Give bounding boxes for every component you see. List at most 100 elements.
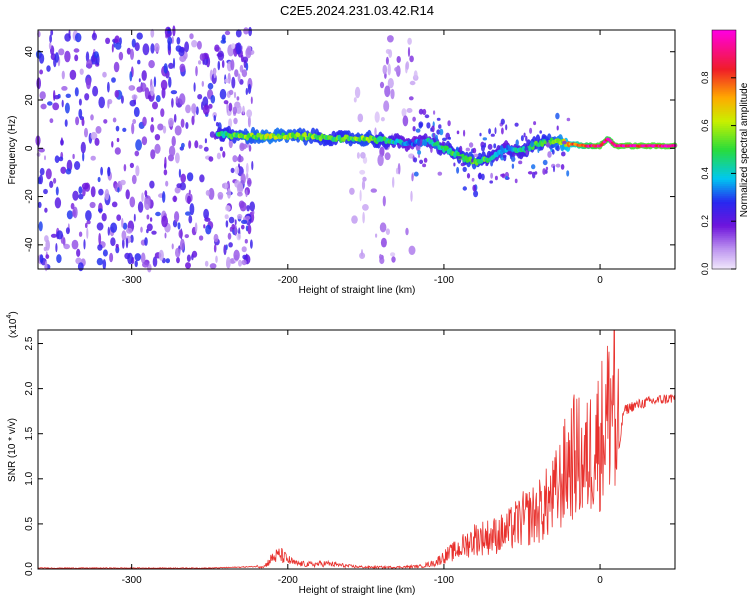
colorbar-tick-label: 0.2 [700, 215, 710, 228]
ridge-sidelobe [545, 142, 551, 148]
noise-speckle [36, 77, 41, 90]
ridge-sidelobe [555, 112, 560, 120]
ridge-sidelobe [462, 186, 467, 191]
noise-speckle [54, 52, 60, 63]
noise-speckle [245, 87, 248, 96]
noise-speckle [172, 25, 176, 37]
noise-speckle [91, 32, 97, 41]
noise-speckle [361, 180, 366, 190]
colorbar-step [712, 237, 736, 240]
colorbar-step [712, 131, 736, 135]
ridge-sidelobe [468, 142, 474, 148]
noise-speckle [115, 245, 120, 254]
colorbar-step [712, 233, 736, 236]
noise-speckle [175, 96, 179, 104]
noise-speckle [195, 106, 199, 115]
ridge-sidelobe [494, 175, 498, 181]
noise-speckle [396, 56, 401, 63]
noise-speckle [202, 96, 209, 107]
colorbar-step [712, 165, 736, 169]
noise-speckle [109, 252, 114, 263]
noise-speckle [375, 233, 378, 238]
noise-speckle [241, 246, 247, 253]
noise-speckle [203, 208, 210, 220]
noise-speckle [380, 117, 385, 122]
noise-speckle [117, 187, 120, 193]
noise-speckle [241, 259, 247, 266]
noise-speckle [61, 86, 68, 91]
ridge-sidelobe [472, 147, 477, 154]
noise-speckle [98, 208, 103, 213]
colorbar-step [712, 79, 736, 83]
heatmap-ytick-label: -40 [24, 237, 35, 252]
noise-speckle [50, 233, 57, 238]
colorbar-step [712, 179, 736, 182]
colorbar-step [712, 121, 736, 125]
noise-speckle [115, 125, 120, 132]
noise-speckle [65, 168, 72, 175]
noise-speckle [231, 43, 236, 50]
noise-speckle [126, 227, 133, 234]
colorbar-step [712, 189, 736, 192]
noise-speckle [384, 152, 391, 161]
colorbar-step [712, 167, 736, 171]
colorbar-step [712, 45, 736, 49]
noise-speckle [231, 223, 236, 230]
noise-speckle [228, 138, 233, 149]
noise-speckle [86, 227, 89, 239]
heatmap-xtick-label: -200 [278, 275, 298, 286]
colorbar-step [712, 267, 736, 270]
noise-speckle [53, 95, 60, 100]
noise-speckle [83, 239, 86, 250]
colorbar-step [712, 193, 736, 196]
noise-speckle [162, 125, 167, 134]
ridge-sidelobe [448, 136, 451, 140]
noise-speckle [198, 144, 203, 149]
ridge-sidelobe [465, 147, 470, 152]
noise-speckle [101, 213, 107, 222]
noise-speckle [185, 122, 189, 129]
noise-speckle [150, 28, 155, 38]
noise-speckle [73, 48, 80, 53]
noise-speckle [223, 244, 227, 256]
colorbar-step [712, 247, 736, 250]
noise-speckle [53, 177, 57, 184]
noise-speckle [97, 176, 101, 183]
noise-speckle [186, 172, 194, 182]
noise-speckle [193, 82, 196, 92]
colorbar-step [712, 125, 736, 129]
noise-speckle [146, 223, 153, 232]
noise-speckle [222, 182, 229, 190]
heatmap-ytick-label: 0 [24, 145, 35, 151]
noise-speckle [171, 98, 174, 108]
colorbar-step [712, 141, 736, 145]
noise-speckle [74, 161, 81, 170]
noise-speckle [61, 99, 64, 108]
noise-speckle [86, 77, 91, 90]
noise-speckle [168, 76, 172, 88]
noise-speckle [179, 93, 186, 105]
noise-speckle [39, 91, 46, 100]
noise-speckle [39, 69, 43, 75]
noise-speckle [201, 80, 204, 87]
noise-speckle [241, 219, 248, 224]
snr-series-line [37, 329, 675, 570]
ridge-sidelobe [566, 117, 571, 122]
noise-speckle [178, 229, 183, 239]
noise-speckle [209, 131, 215, 138]
noise-speckle [134, 42, 140, 52]
noise-speckle [78, 186, 83, 195]
noise-speckle [84, 93, 90, 101]
noise-speckle [226, 101, 229, 114]
heatmap-frame [37, 29, 676, 270]
noise-speckle [138, 78, 141, 83]
noise-speckle [56, 254, 62, 264]
ridge-sidelobe [433, 145, 438, 150]
colorbar-step [712, 73, 736, 77]
noise-speckle [150, 43, 155, 54]
ridge-sidelobe [459, 145, 463, 153]
noise-speckle [163, 169, 168, 176]
noise-speckle [142, 261, 149, 268]
noise-speckle [157, 123, 164, 131]
noise-speckle [144, 190, 148, 197]
